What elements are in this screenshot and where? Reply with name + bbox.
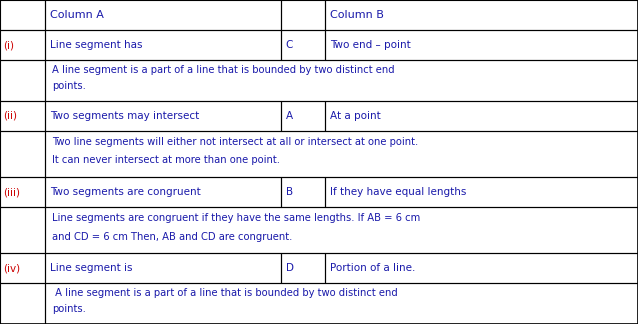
Text: D: D — [286, 263, 294, 273]
Text: (iii): (iii) — [3, 187, 20, 197]
Text: A line segment is a part of a line that is bounded by two distinct end: A line segment is a part of a line that … — [52, 288, 398, 298]
Text: Portion of a line.: Portion of a line. — [330, 263, 416, 273]
Text: points.: points. — [52, 81, 86, 91]
Text: (iv): (iv) — [3, 263, 20, 273]
Text: Line segment has: Line segment has — [50, 40, 142, 50]
Text: Line segment is: Line segment is — [50, 263, 132, 273]
Text: Two segments are congruent: Two segments are congruent — [50, 187, 200, 197]
Text: (i): (i) — [3, 40, 14, 50]
Text: Two line segments will either not intersect at all or intersect at one point.: Two line segments will either not inters… — [52, 137, 419, 147]
Text: Column B: Column B — [330, 10, 384, 20]
Text: A: A — [286, 111, 293, 121]
Text: points.: points. — [52, 304, 86, 314]
Text: A line segment is a part of a line that is bounded by two distinct end: A line segment is a part of a line that … — [52, 65, 395, 75]
Text: Two segments may intersect: Two segments may intersect — [50, 111, 199, 121]
Text: (ii): (ii) — [3, 111, 17, 121]
Text: Line segments are congruent if they have the same lengths. If AB = 6 cm: Line segments are congruent if they have… — [52, 213, 420, 223]
Text: If they have equal lengths: If they have equal lengths — [330, 187, 467, 197]
Text: Two end – point: Two end – point — [330, 40, 412, 50]
Text: At a point: At a point — [330, 111, 382, 121]
Text: It can never intersect at more than one point.: It can never intersect at more than one … — [52, 156, 280, 166]
Text: C: C — [286, 40, 293, 50]
Text: and CD = 6 cm Then, AB and CD are congruent.: and CD = 6 cm Then, AB and CD are congru… — [52, 232, 293, 242]
Text: B: B — [286, 187, 293, 197]
Text: Column A: Column A — [50, 10, 103, 20]
